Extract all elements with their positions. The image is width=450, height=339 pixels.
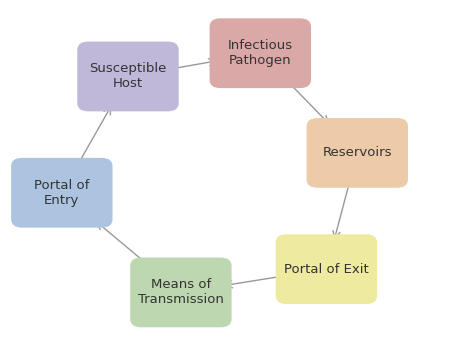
Text: Portal of Exit: Portal of Exit xyxy=(284,263,369,276)
Text: Infectious
Pathogen: Infectious Pathogen xyxy=(228,39,293,67)
FancyBboxPatch shape xyxy=(306,118,408,188)
Text: Susceptible
Host: Susceptible Host xyxy=(89,62,166,91)
FancyBboxPatch shape xyxy=(210,18,311,88)
FancyBboxPatch shape xyxy=(77,42,179,111)
FancyBboxPatch shape xyxy=(130,258,232,327)
Text: Reservoirs: Reservoirs xyxy=(323,146,392,159)
Text: Portal of
Entry: Portal of Entry xyxy=(34,179,90,207)
FancyBboxPatch shape xyxy=(276,234,377,304)
Text: Means of
Transmission: Means of Transmission xyxy=(138,278,224,306)
FancyBboxPatch shape xyxy=(11,158,112,228)
